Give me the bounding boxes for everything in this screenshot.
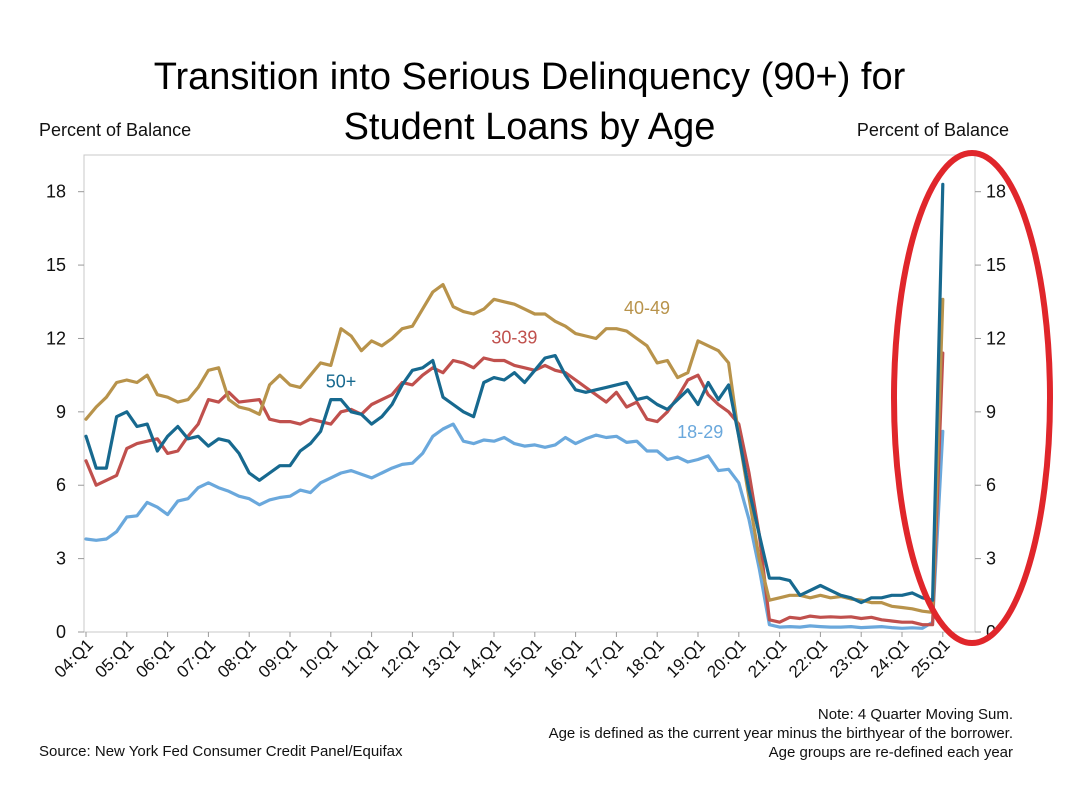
y-tick-label-right: 3 [986,549,996,569]
y-tick-label-right: 15 [986,255,1006,275]
highlight-ellipse [891,150,1053,646]
x-tick-label: 14:Q1 [459,635,505,681]
chart-title-line1: Transition into Serious Delinquency (90+… [153,56,906,98]
y-tick-label-left: 9 [56,402,66,422]
note-line-1: Note: 4 Quarter Moving Sum. [817,706,1013,723]
series-label-18-29: 18-29 [677,422,723,442]
y-axis-title-left: Percent of Balance [39,120,192,140]
x-tick-label: 23:Q1 [826,635,872,681]
y-tick-label-right: 6 [986,475,996,495]
y-tick-label-left: 6 [56,475,66,495]
y-tick-label-right: 18 [986,182,1006,202]
plot-frame [83,154,976,633]
series-line-50+ [84,182,945,605]
x-tick-label: 09:Q1 [255,635,301,681]
x-tick-label: 08:Q1 [214,635,260,681]
x-tick-label: 06:Q1 [132,635,178,681]
series-label-40-49: 40-49 [624,298,670,318]
series-label-30-39: 30-39 [491,327,537,347]
x-tick-label: 25:Q1 [907,635,953,681]
series-label-50+: 50+ [326,372,357,392]
x-tick-label: 04:Q1 [51,635,97,681]
y-tick-label-left: 3 [56,549,66,569]
x-tick-label: 05:Q1 [91,635,137,681]
y-tick-label-left: 0 [56,622,66,642]
y-tick-label-right: 9 [986,402,996,422]
x-tick-label: 18:Q1 [622,635,668,681]
x-tick-label: 16:Q1 [540,635,586,681]
x-tick-label: 20:Q1 [703,635,749,681]
y-tick-label-left: 18 [46,182,66,202]
x-tick-label: 17:Q1 [581,635,627,681]
y-axis-title-right: Percent of Balance [856,120,1009,140]
x-tick-label: 24:Q1 [867,635,913,681]
x-tick-label: 19:Q1 [663,635,709,681]
note-line-3: Age groups are re-defined each year [768,744,1013,761]
y-tick-label-right: 12 [986,328,1006,348]
x-tick-label: 12:Q1 [377,635,423,681]
x-tick-label: 11:Q1 [337,635,382,680]
x-tick-label: 13:Q1 [418,635,464,681]
x-tick-label: 07:Q1 [173,635,219,681]
x-tick-label: 22:Q1 [785,635,831,681]
series-line-18-29 [84,422,945,630]
chart-title: Transition into Serious Delinquency (90+… [0,52,1071,152]
x-tick-label: 15:Q1 [499,635,545,681]
series-line-30-39 [84,351,945,627]
note-line-2: Age is defined as the current year minus… [548,725,1013,742]
x-tick-label: 10:Q1 [295,635,341,681]
y-tick-label-left: 15 [46,255,66,275]
x-tick-label: 21:Q1 [744,635,790,681]
chart-title-line2: Student Loans by Age [343,106,716,148]
y-tick-label-left: 12 [46,328,66,348]
source-note: Source: New York Fed Consumer Credit Pan… [39,743,403,760]
